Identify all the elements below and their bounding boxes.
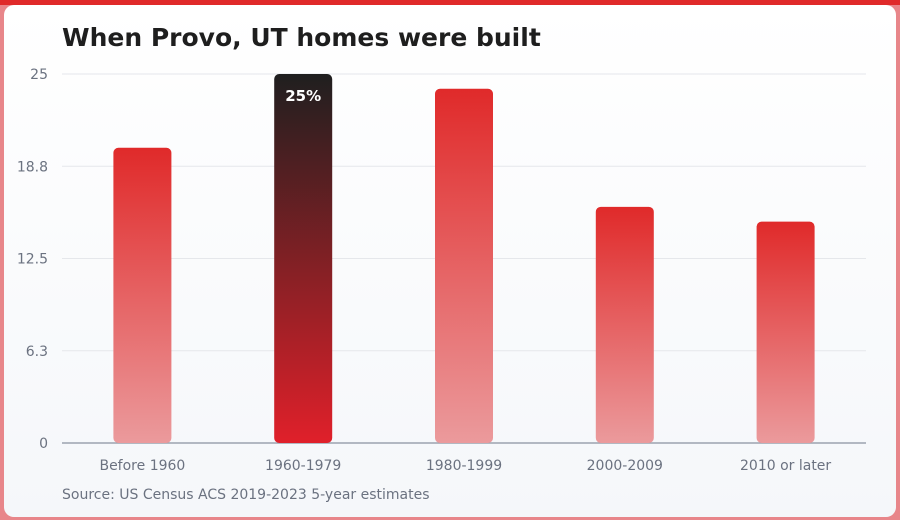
y-tick-label: 18.8 xyxy=(17,159,48,175)
chart-source: Source: US Census ACS 2019-2023 5-year e… xyxy=(62,487,430,503)
data-labels: 25% xyxy=(285,87,321,105)
x-tick-label: 2000-2009 xyxy=(587,458,663,474)
top-accent-bar xyxy=(0,0,900,5)
y-axis-ticks: 0 6.3 12.5 18.8 25 xyxy=(17,67,48,452)
bar-2000-2009 xyxy=(595,206,654,443)
x-axis-ticks: Before 1960 1960-1979 1980-1999 2000-2009 20… xyxy=(99,458,831,474)
x-tick-label: Before 1960 xyxy=(99,458,185,474)
bars xyxy=(113,74,815,444)
data-label: 25% xyxy=(285,87,321,105)
x-tick-label: 2010 or later xyxy=(740,458,831,474)
chart-card: When Provo, UT homes were built 0 6.3 12.5… xyxy=(4,5,896,517)
bar-chart: 0 6.3 12.5 18.8 25 Before 1960 1960-1979 1980-… xyxy=(17,67,866,474)
y-tick-label: 25 xyxy=(30,67,48,83)
bar-1960-1979 xyxy=(274,74,333,443)
y-tick-label: 0 xyxy=(39,436,48,452)
bar-2010-or-later xyxy=(756,221,815,443)
x-tick-label: 1960-1979 xyxy=(265,458,341,474)
x-tick-label: 1980-1999 xyxy=(426,458,502,474)
y-tick-label: 12.5 xyxy=(17,252,48,268)
y-tick-label: 6.3 xyxy=(26,344,48,360)
chart-title: When Provo, UT homes were built xyxy=(62,23,541,52)
bar-before-1960 xyxy=(113,147,172,444)
bar-1980-1999 xyxy=(435,88,493,443)
